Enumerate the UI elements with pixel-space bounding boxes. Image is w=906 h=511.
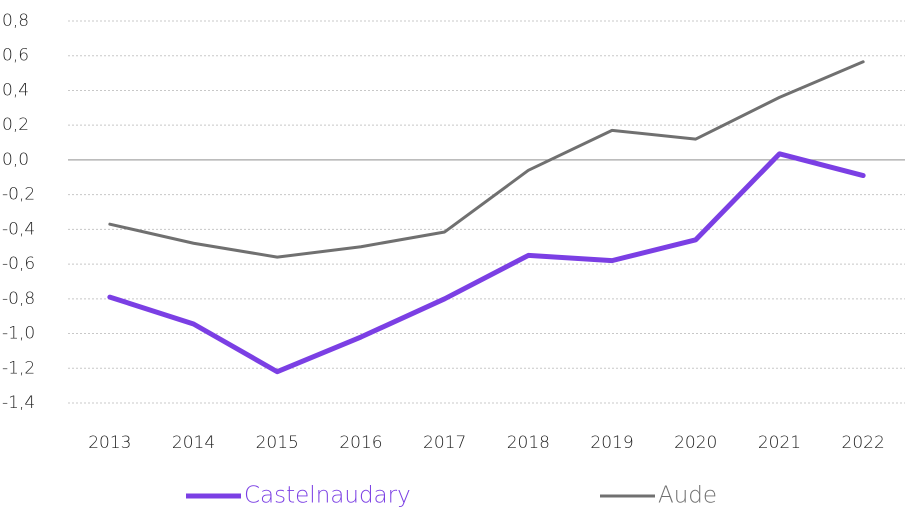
- y-tick-label: -1,4: [2, 393, 35, 413]
- series-line: [107, 151, 866, 375]
- y-tick-label: -0,4: [2, 219, 35, 239]
- y-tick-label: -0,6: [2, 254, 35, 274]
- y-tick-label: 0,0: [2, 150, 29, 170]
- x-tick-label: 2015: [256, 433, 299, 453]
- series-line: [108, 60, 865, 259]
- y-tick-label: -0,2: [2, 185, 35, 205]
- y-tick-label: -0,8: [2, 289, 35, 309]
- y-tick-label: 0,2: [2, 115, 29, 135]
- x-tick-label: 2019: [590, 433, 633, 453]
- y-tick-label: 0,4: [2, 80, 29, 100]
- y-tick-label: -1,2: [2, 358, 35, 378]
- x-tick-label: 2014: [172, 433, 215, 453]
- x-tick-label: 2021: [758, 433, 801, 453]
- x-tick-label: 2017: [423, 433, 466, 453]
- y-tick-label: -1,0: [2, 324, 35, 344]
- x-tick-label: 2016: [339, 433, 382, 453]
- x-tick-label: 2022: [842, 433, 885, 453]
- legend-label: Castelnaudary: [244, 483, 411, 509]
- legend-label: Aude: [658, 483, 717, 509]
- x-tick-label: 2013: [88, 433, 131, 453]
- y-tick-label: 0,8: [2, 11, 29, 31]
- x-tick-label: 2020: [674, 433, 717, 453]
- y-tick-label: 0,6: [2, 46, 29, 66]
- x-tick-label: 2018: [507, 433, 550, 453]
